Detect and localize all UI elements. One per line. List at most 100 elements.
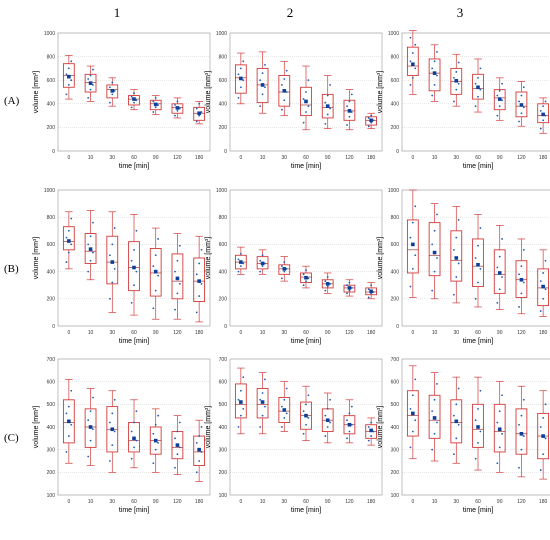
y-tick-label: 800: [47, 54, 56, 60]
iqr-box: [106, 235, 119, 285]
data-point: [302, 410, 305, 413]
x-tick-label: 180: [539, 499, 548, 505]
plot-frame: [401, 189, 550, 327]
data-point: [436, 383, 438, 385]
data-point: [89, 410, 92, 413]
data-point: [324, 101, 327, 104]
data-point: [176, 259, 179, 262]
box-180: [365, 282, 378, 300]
mean-marker: [175, 106, 180, 110]
box-0: [234, 246, 247, 275]
data-point: [520, 265, 523, 268]
data-point: [280, 84, 283, 86]
mean-marker: [476, 263, 480, 267]
data-point: [518, 273, 520, 276]
data-point: [350, 93, 353, 96]
data-point: [431, 410, 434, 413]
data-point: [522, 398, 525, 401]
data-point: [474, 105, 477, 108]
data-point: [436, 213, 438, 216]
data-point: [409, 84, 412, 86]
iqr-box: [343, 284, 356, 293]
data-point: [65, 73, 68, 76]
data-point: [350, 423, 353, 426]
data-point: [111, 412, 114, 415]
data-point: [324, 435, 327, 437]
x-tick-label: 10: [260, 155, 266, 161]
iqr-box: [256, 388, 269, 419]
x-tick-label: 120: [517, 330, 526, 336]
box-120: [171, 233, 184, 320]
data-point: [346, 124, 348, 126]
x-tick-label: 120: [517, 499, 526, 505]
data-point: [302, 121, 305, 124]
box-0: [406, 189, 419, 298]
panel-b1: 0 200 400 600 800 1000 0 10 30 60 90 120 180 time [mi…: [33, 188, 211, 345]
data-point: [89, 259, 92, 262]
data-point: [65, 93, 68, 96]
data-point: [152, 111, 155, 113]
y-tick-label: 600: [219, 78, 228, 84]
box-0: [234, 367, 247, 435]
data-point: [108, 86, 111, 89]
data-point: [409, 60, 412, 63]
data-point: [539, 310, 542, 312]
data-point: [239, 67, 242, 70]
box-180: [193, 101, 206, 125]
panel-a3: 0 200 400 600 800 1000 0 10 30 60 90 120 180 time [mi…: [377, 30, 550, 170]
data-point: [501, 432, 504, 435]
box-120: [343, 279, 356, 297]
mean-marker: [153, 269, 158, 274]
data-point: [326, 94, 329, 97]
data-point: [130, 457, 133, 460]
x-tick-label: 90: [325, 155, 331, 161]
y-tick-label: 100: [219, 493, 228, 499]
x-tick-label: 30: [110, 499, 116, 505]
box-10: [84, 210, 97, 281]
mean-marker: [519, 432, 524, 436]
iqr-box: [256, 67, 269, 104]
x-axis-label: time [min]: [463, 338, 493, 345]
data-point: [261, 392, 264, 394]
data-point: [457, 423, 460, 426]
iqr-box: [128, 241, 140, 292]
data-point: [367, 117, 370, 119]
data-point: [496, 114, 499, 117]
data-point: [520, 448, 523, 451]
data-point: [280, 277, 283, 280]
data-point: [544, 437, 547, 440]
row-label-a: (A): [4, 95, 20, 107]
data-point: [152, 462, 155, 465]
y-tick-label: 200: [47, 470, 56, 476]
iqr-box: [128, 95, 140, 106]
y-tick-label: 0: [52, 149, 55, 155]
data-point: [176, 109, 179, 112]
data-point: [195, 273, 198, 276]
data-point: [154, 106, 157, 109]
data-point: [544, 114, 547, 117]
iqr-box: [300, 272, 312, 283]
data-point: [133, 284, 135, 287]
mean-marker: [325, 104, 330, 108]
mean-marker: [369, 289, 373, 294]
data-point: [367, 125, 370, 128]
panel-b2: 0 200 400 600 800 1000 0 10 30 60 90 120 180 time [mi…: [205, 188, 383, 345]
data-point: [477, 407, 479, 410]
data-point: [474, 419, 477, 422]
x-tick-label: 120: [517, 155, 526, 161]
x-tick-label: 180: [195, 155, 204, 161]
mean-marker: [67, 419, 71, 424]
data-point: [518, 466, 520, 469]
mean-marker: [197, 447, 201, 452]
y-tick-label: 1000: [388, 31, 399, 37]
data-point: [239, 86, 242, 89]
mean-marker: [347, 422, 352, 427]
data-point: [433, 270, 436, 273]
data-point: [367, 439, 370, 442]
x-tick-label: 60: [475, 499, 481, 505]
data-point: [329, 398, 332, 401]
x-tick-label: 180: [195, 499, 204, 505]
data-point: [520, 112, 523, 115]
data-point: [302, 98, 305, 100]
data-point: [414, 67, 417, 70]
